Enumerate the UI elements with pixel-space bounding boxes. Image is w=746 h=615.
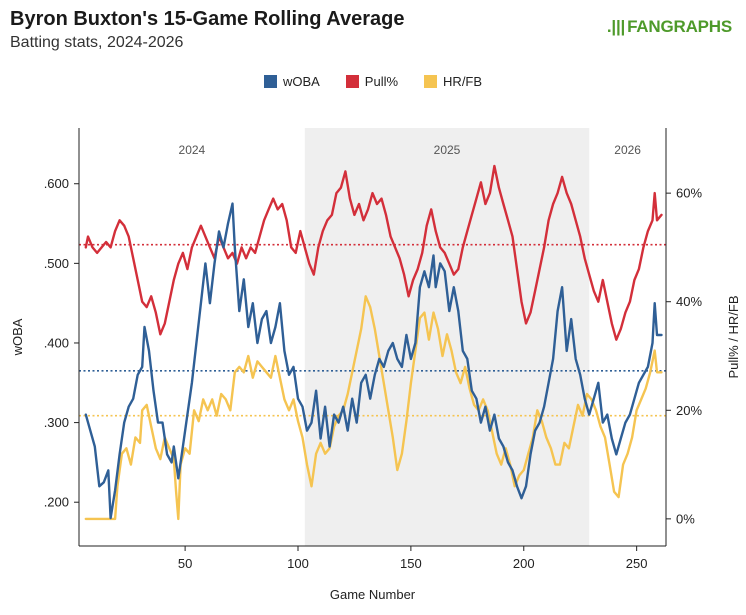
- legend-item-woba: wOBA: [263, 74, 320, 89]
- fangraphs-logo: .||| FANGRAPHS: [607, 17, 732, 37]
- x-tick-label-150: 150: [400, 556, 422, 571]
- legend-swatch-pull: [345, 75, 359, 88]
- series-line-pull: [84, 164, 663, 341]
- chart-title: Byron Buxton's 15-Game Rolling Average: [10, 8, 405, 30]
- series-lines: [84, 164, 663, 521]
- y-left-tick-label: .300: [44, 415, 69, 430]
- labels: 2024 2025 2026 50 100 150 200 250 .200 .300 .400 .5…: [10, 143, 741, 602]
- x-tick-label-100: 100: [287, 556, 309, 571]
- x-tick-label-250: 250: [626, 556, 648, 571]
- y-left-tick-label: .200: [44, 495, 69, 510]
- reference-lines: [79, 243, 666, 417]
- y-left-tick-label: .400: [44, 335, 69, 350]
- axes: [74, 128, 671, 551]
- legend-item-hrfb: HR/FB: [424, 74, 482, 89]
- season-label-2026: 2026: [614, 143, 641, 157]
- y-left-tick-label: .600: [44, 176, 69, 191]
- series-line-woba: [84, 202, 663, 520]
- legend-label-woba: wOBA: [282, 74, 320, 89]
- y-left-axis-title: wOBA: [10, 318, 25, 356]
- x-axis-title: Game Number: [330, 587, 416, 602]
- y-right-tick-label: 60%: [676, 186, 702, 201]
- legend-item-pull: Pull%: [345, 74, 399, 89]
- legend-swatch-woba: [263, 75, 277, 88]
- x-tick-label-50: 50: [178, 556, 192, 571]
- fangraphs-logo-mark-icon: .|||: [606, 17, 626, 36]
- fangraphs-logo-text: FANGRAPHS: [627, 17, 732, 36]
- season-label-2025: 2025: [434, 143, 461, 157]
- y-right-tick-label: 20%: [676, 403, 702, 418]
- y-right-axis-title: Pull% / HR/FB: [726, 295, 741, 378]
- legend-label-hrfb: HR/FB: [443, 74, 483, 89]
- legend-label-pull: Pull%: [364, 74, 399, 89]
- chart-subtitle: Batting stats, 2024-2026: [10, 34, 184, 51]
- chart-legend: wOBA Pull% HR/FB: [0, 74, 746, 89]
- y-right-tick-label: 40%: [676, 294, 702, 309]
- x-tick-label-200: 200: [513, 556, 535, 571]
- y-right-tick-label: 0%: [676, 511, 695, 526]
- legend-swatch-hrfb: [424, 75, 438, 88]
- season-label-2024: 2024: [179, 143, 206, 157]
- y-left-tick-label: .500: [44, 256, 69, 271]
